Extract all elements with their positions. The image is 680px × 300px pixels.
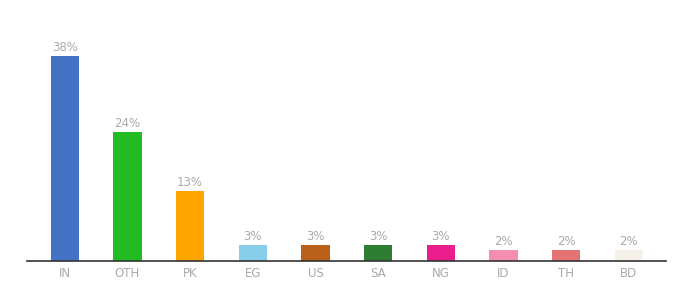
Text: 13%: 13% <box>177 176 203 189</box>
Bar <box>239 245 267 261</box>
Text: 2%: 2% <box>494 235 513 248</box>
Bar <box>51 56 79 261</box>
Bar <box>552 250 580 261</box>
Bar <box>427 245 455 261</box>
Text: 3%: 3% <box>369 230 388 243</box>
Text: 3%: 3% <box>432 230 450 243</box>
Text: 2%: 2% <box>619 235 638 248</box>
Bar <box>176 191 204 261</box>
Bar <box>490 250 517 261</box>
Text: 24%: 24% <box>114 117 141 130</box>
Text: 3%: 3% <box>306 230 325 243</box>
Text: 3%: 3% <box>243 230 262 243</box>
Bar <box>364 245 392 261</box>
Bar <box>615 250 643 261</box>
Text: 38%: 38% <box>52 41 78 54</box>
Bar <box>301 245 330 261</box>
Text: 2%: 2% <box>557 235 575 248</box>
Bar <box>114 132 141 261</box>
